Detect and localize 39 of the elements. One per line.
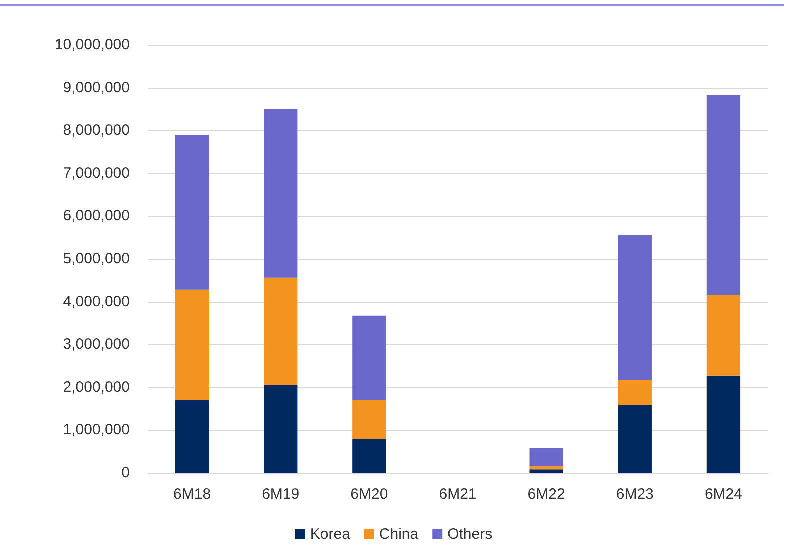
bar (175, 400, 210, 473)
y-tick-label: 1,000,000 (63, 422, 130, 439)
bar (264, 109, 298, 278)
bar (618, 380, 652, 405)
x-tick-label: 6M21 (439, 486, 477, 503)
bar (706, 376, 741, 473)
y-tick-label: 2,000,000 (63, 378, 130, 396)
bar (706, 294, 741, 376)
legend-label: Others (448, 526, 493, 543)
bar (618, 404, 652, 473)
bar (175, 135, 210, 290)
bar (618, 235, 652, 381)
bar (530, 466, 564, 470)
legend-label: Korea (310, 526, 352, 543)
y-tick-label: 9,000,000 (63, 79, 130, 96)
x-tick-label: 6M24 (704, 486, 742, 503)
x-tick-label: 6M18 (174, 486, 212, 503)
y-tick-label: 5,000,000 (63, 250, 130, 268)
y-tick-label: 4,000,000 (63, 293, 130, 310)
y-tick-label: 8,000,000 (63, 122, 130, 140)
bar (352, 400, 386, 440)
x-tick-label: 6M22 (528, 486, 566, 503)
y-tick-label: 7,000,000 (63, 164, 130, 182)
bar (352, 316, 386, 400)
y-tick-label: 3,000,000 (63, 336, 130, 354)
legend-label: China (379, 526, 420, 543)
bar (175, 290, 210, 400)
bar (352, 439, 386, 473)
y-tick-label: 10,000,000 (54, 36, 130, 54)
bar (530, 448, 564, 466)
y-tick-label: 6,000,000 (63, 208, 130, 225)
x-tick-label: 6M20 (350, 486, 388, 503)
y-tick-label: 0 (122, 464, 130, 482)
bar (264, 385, 298, 473)
bar (706, 96, 741, 295)
bar (530, 470, 564, 473)
x-tick-label: 6M19 (262, 486, 300, 503)
x-tick-label: 6M23 (616, 486, 654, 503)
bar (264, 278, 298, 386)
